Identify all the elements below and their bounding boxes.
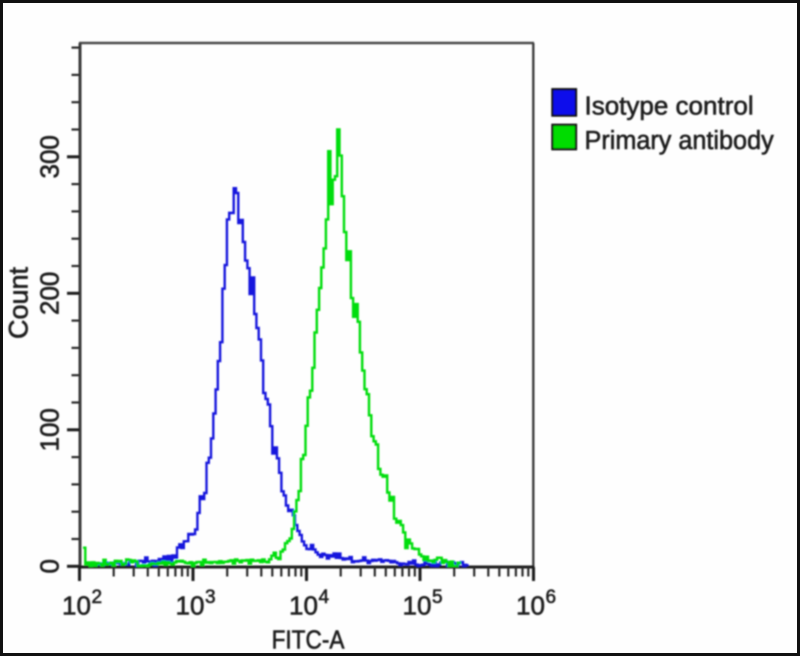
svg-text:Isotype control: Isotype control [585, 91, 754, 121]
svg-text:200: 200 [35, 272, 65, 315]
svg-text:3: 3 [205, 587, 216, 608]
svg-text:10: 10 [176, 591, 205, 621]
svg-text:6: 6 [546, 587, 557, 608]
svg-text:2: 2 [92, 587, 103, 608]
svg-text:10: 10 [289, 591, 318, 621]
svg-text:Count: Count [4, 266, 34, 339]
svg-text:300: 300 [35, 135, 65, 178]
svg-text:0: 0 [35, 559, 65, 573]
svg-text:5: 5 [432, 587, 443, 608]
svg-text:100: 100 [35, 408, 65, 451]
svg-text:10: 10 [62, 591, 91, 621]
svg-text:4: 4 [319, 587, 330, 608]
svg-text:FITC-A: FITC-A [272, 626, 346, 655]
svg-text:10: 10 [516, 591, 545, 621]
svg-text:10: 10 [403, 591, 432, 621]
svg-text:Primary antibody: Primary antibody [585, 126, 774, 154]
